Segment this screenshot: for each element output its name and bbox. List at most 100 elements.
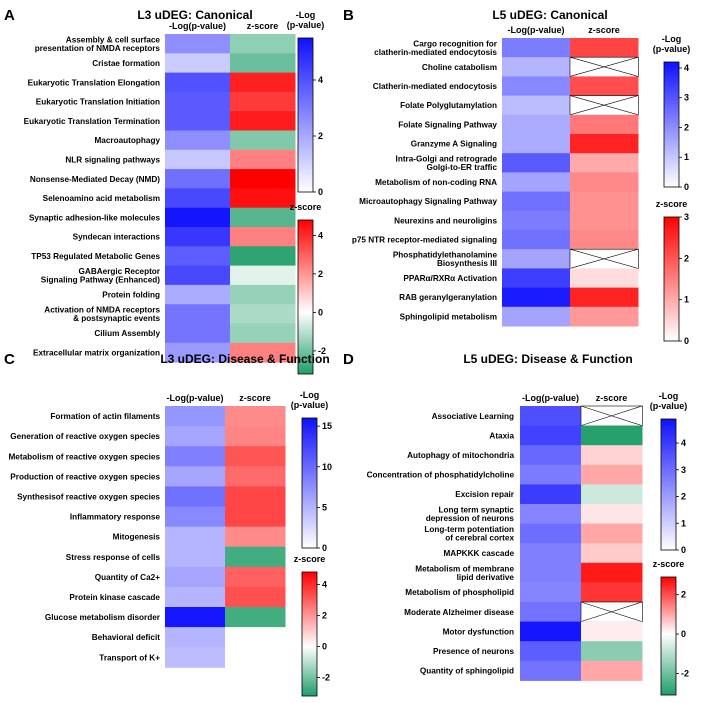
heatmap-cell-value (520, 562, 582, 583)
colorbar-val-c: -Log(p-value) 0 5 10 15 (291, 390, 332, 553)
heatmap-cell-zscore (225, 466, 286, 487)
heatmap-cell-zscore (225, 406, 286, 427)
row-label: Metabolism of membrane lipid derivative (415, 564, 514, 582)
heatmap-cell-zscore (581, 660, 643, 681)
colorbar-tick-label: 4 (681, 438, 686, 448)
row-label: Production of reactive oxygen species (10, 472, 160, 481)
heatmap-cell-value (165, 446, 226, 467)
panel-d: D L5 uDEG: Disease & Function -Log(p-value… (343, 351, 643, 681)
heatmap-cell-zscore (225, 506, 286, 528)
row-label: Folate Polyglutamylation (400, 101, 497, 110)
heatmap-cell-zscore (225, 586, 286, 608)
heatmap-cell-zscore (230, 34, 296, 54)
colorbar-val-d: -Log(p-value) 0 1 2 3 4 (650, 391, 688, 555)
row-label: Cristae formation (92, 59, 160, 68)
heatmap-cell-zscore (581, 641, 643, 662)
heatmap-cell-zscore (230, 207, 296, 228)
heatmap-cell-value (165, 207, 231, 228)
heatmap-cell-value (520, 641, 582, 662)
heatmap-cell-value (502, 95, 571, 116)
heatmap-cell-zscore (230, 227, 296, 247)
row-label: Activation of NMDA receptors & postsynapt… (44, 306, 160, 324)
colorbar-tick-label: 0 (684, 182, 689, 192)
colorbar-tick-label: 10 (322, 462, 332, 472)
heatmap-cell-value (165, 246, 231, 267)
heatmap-cell-zscore (570, 114, 639, 135)
row-label: Syndecan interactions (73, 233, 161, 242)
colorbar-tick-label: 2 (681, 492, 686, 502)
heatmap-cell-value (165, 466, 226, 487)
colorbar-tick-label: 3 (684, 212, 689, 222)
row-label: Moderate Alzheimer disease (404, 608, 514, 617)
colorbar-title: z-score (656, 199, 688, 209)
heatmap-cell-zscore (581, 543, 643, 564)
heatmap-cell-zscore (225, 486, 286, 507)
heatmap-cell-value (165, 486, 226, 507)
heatmap-cell-zscore (581, 484, 643, 505)
colorbar-tick-label: 1 (681, 518, 686, 528)
row-label: Eukaryotic Translation Initiation (36, 98, 160, 107)
colorbar-z-a: z-score -2 0 2 4 (290, 202, 326, 375)
colorbar-title: (p-value) (291, 400, 329, 410)
panel-a: A L3 uDEG: Canonical-Log(p-value) z-score A… (4, 7, 296, 363)
heatmap-cell-value (165, 284, 231, 305)
heatmap-cell-value (165, 586, 226, 608)
heatmap-cell-value (165, 426, 226, 447)
heatmap-cell-zscore (581, 562, 643, 583)
row-label: Concentration of phosphatidylcholine (367, 471, 515, 480)
colorbar-tick-label: 0 (322, 543, 327, 553)
colorbar-tick-label: 3 (681, 465, 686, 475)
row-label: Transport of K+ (99, 653, 160, 662)
colorbar-tick-label: -2 (322, 672, 330, 682)
row-label: Presence of neurons (433, 647, 514, 656)
heatmap-cell-value (165, 342, 231, 363)
row-label: Folate Signaling Pathway (398, 120, 497, 129)
row-label: Eukaryotic Translation Termination (24, 117, 160, 126)
na-cross-line (580, 405, 643, 426)
row-label: Quantity of Ca2+ (95, 573, 161, 582)
heatmap-cell-value (165, 169, 231, 189)
row-label: Formation of actin filaments (50, 412, 160, 421)
heatmap-cell-zscore (225, 627, 286, 648)
heatmap-cell-value (520, 660, 582, 681)
heatmap-cell-value (520, 523, 582, 544)
heatmap-cell-value (165, 323, 231, 344)
heatmap-cell-zscore (581, 582, 643, 603)
heatmap-cell-value (165, 111, 231, 131)
colorbar-tick-label: 4 (684, 63, 689, 73)
row-label: Selenoamino acid metabolism (43, 194, 160, 203)
row-label: Protein folding (102, 291, 160, 300)
heatmap-cell-value (502, 153, 571, 173)
row-label: Neurexins and neuroligins (394, 216, 497, 225)
row-label: Generation of reactive oxygen species (10, 432, 160, 441)
na-cross-line (580, 601, 643, 622)
heatmap-cell-value (520, 425, 582, 446)
heatmap-cell-zscore (570, 210, 639, 231)
colorbar-z-d: z-score -2 0 2 (653, 559, 689, 696)
row-label: Synaptic adhesion-like molecules (29, 213, 160, 222)
heatmap-cell-value (502, 114, 571, 135)
heatmap-cell-zscore (225, 446, 286, 467)
heatmap-cell-zscore (230, 130, 296, 151)
row-label: Microautophagy Signaling Pathway (359, 197, 497, 206)
colorbar-title: (p-value) (653, 44, 691, 54)
heatmap-cell-value (502, 287, 571, 308)
heatmap-cell-value (520, 406, 582, 427)
heatmap-cell-zscore (230, 323, 296, 344)
heatmap-cell-value (502, 38, 571, 58)
row-label: Metabolism of non-coding RNA (375, 178, 497, 187)
heatmap-cell-zscore (230, 149, 296, 170)
colorbar-tick-label: 1 (684, 295, 689, 305)
panel-title: L5 uDEG: Disease & Function (463, 352, 632, 366)
row-label: Nonsense-Mediated Decay (NMD) (30, 175, 160, 184)
heatmap-cell-value (165, 265, 231, 286)
heatmap-cell-value (165, 149, 231, 170)
heatmap-cell-zscore (230, 265, 296, 286)
row-label: Glucose metabolism disorder (45, 613, 161, 622)
heatmap-cell-zscore (570, 76, 639, 97)
row-label: Long-term potentiation of cerebral cortex (424, 525, 514, 543)
heatmap-cell-value (520, 464, 582, 485)
panel-letter: B (343, 7, 354, 24)
heatmap-cell-value (502, 134, 571, 154)
